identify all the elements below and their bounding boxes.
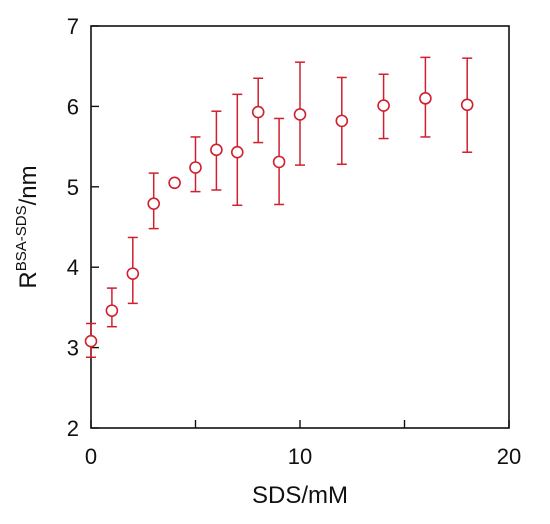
x-tick-label: 0 — [85, 444, 97, 469]
error-bars — [86, 56, 473, 358]
data-point — [84, 334, 98, 348]
data-point — [189, 161, 202, 174]
y-axis-title-suffix: /nm — [15, 165, 42, 205]
data-point — [231, 145, 244, 159]
data-point — [147, 197, 160, 210]
y-tick-label: 3 — [67, 336, 79, 361]
data-point — [419, 92, 432, 105]
y-axis-title: RBSA-SDS/nm — [13, 165, 42, 288]
data-point — [210, 143, 223, 157]
data-point — [126, 267, 140, 280]
data-points — [84, 92, 474, 348]
data-point — [335, 114, 349, 128]
x-tick-label: 20 — [497, 444, 521, 469]
x-axis-title: SDS/mM — [252, 482, 348, 509]
y-tick-label: 2 — [67, 416, 79, 441]
data-point — [377, 99, 390, 112]
data-point — [105, 304, 119, 317]
data-point — [293, 108, 307, 121]
data-point — [272, 155, 286, 169]
y-tick-label: 7 — [67, 14, 79, 39]
x-tick-label: 10 — [288, 444, 312, 469]
data-point — [460, 98, 474, 112]
data-point — [168, 176, 181, 190]
data-point — [251, 105, 265, 119]
y-tick-label: 5 — [67, 175, 79, 200]
y-axis-title-superscript: BSA-SDS — [13, 205, 30, 271]
y-tick-label: 6 — [67, 94, 79, 119]
y-tick-label: 4 — [67, 255, 79, 280]
axis-tick-labels: 0 10 20 2 3 4 5 6 7 — [67, 14, 521, 469]
axis-ticks — [90, 25, 510, 429]
y-axis-title-base: R — [15, 271, 42, 288]
